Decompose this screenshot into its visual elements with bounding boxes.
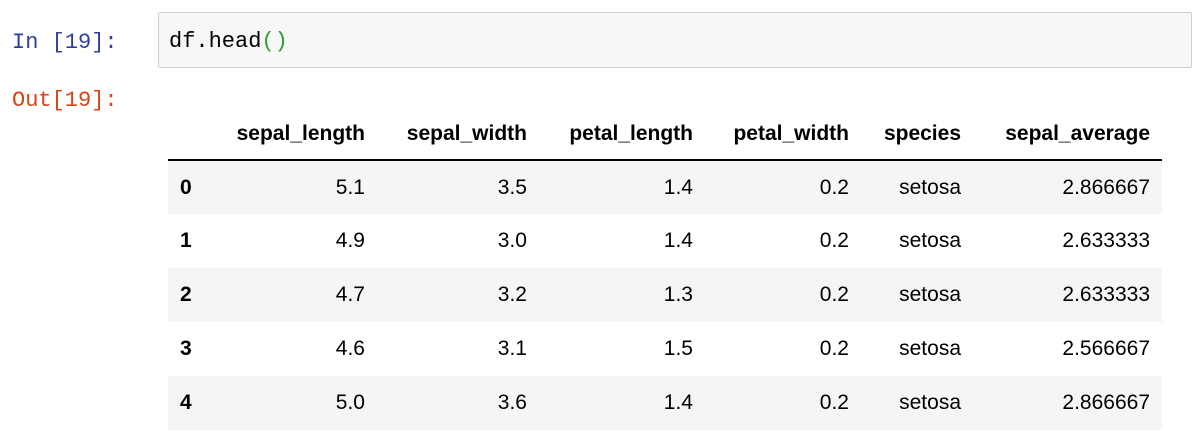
table-cell: 2.633333 [1062, 283, 1150, 306]
table-row: 0 5.1 3.5 1.4 0.2 setosa 2.866667 [168, 160, 1162, 214]
table-cell: 1.3 [663, 283, 693, 306]
table-cell: 2.566667 [1062, 337, 1150, 360]
table-cell: 4.7 [335, 283, 365, 306]
column-header: sepal_length [210, 108, 377, 161]
table-cell: 3.2 [497, 283, 527, 306]
table-cell: setosa [899, 337, 961, 360]
code-token: () [261, 29, 288, 54]
table-row: 1 4.9 3.0 1.4 0.2 setosa 2.633333 [168, 214, 1162, 268]
dataframe: sepal_length sepal_width petal_length petal… [168, 108, 1162, 430]
column-header: sepal_width [377, 108, 539, 161]
table-cell: 1.5 [663, 337, 693, 360]
code-cell[interactable]: df.head() [158, 12, 1192, 68]
row-index: 2 [180, 283, 192, 306]
table-cell: setosa [899, 175, 961, 199]
row-index: 0 [180, 175, 192, 199]
table-cell: setosa [899, 391, 961, 414]
table-cell: 2.633333 [1062, 229, 1150, 252]
table-row: 4 5.0 3.6 1.4 0.2 setosa 2.866667 [168, 376, 1162, 430]
code: df.head() [169, 29, 288, 54]
table-cell: 0.2 [819, 391, 849, 414]
column-header: sepal_average [973, 108, 1162, 161]
table-row: 3 4.6 3.1 1.5 0.2 setosa 2.566667 [168, 322, 1162, 376]
table-cell: 0.2 [819, 229, 849, 252]
table-cell: 4.9 [335, 229, 365, 252]
table-cell: 5.0 [335, 391, 365, 414]
row-index: 3 [180, 337, 192, 360]
table-cell: 0.2 [819, 175, 849, 199]
row-index: 4 [180, 391, 192, 414]
table-row: 2 4.7 3.2 1.3 0.2 setosa 2.633333 [168, 268, 1162, 322]
table-cell: 3.0 [497, 229, 527, 252]
table-cell: 0.2 [819, 337, 849, 360]
table-cell: 3.6 [497, 391, 527, 414]
column-header: petal_width [705, 108, 861, 161]
column-header: petal_length [539, 108, 705, 161]
row-index: 1 [180, 229, 192, 252]
column-header: species [861, 108, 973, 161]
table-cell: 4.6 [335, 337, 365, 360]
table-cell: setosa [899, 283, 961, 306]
code-token: df.head [169, 29, 262, 54]
table-cell: 3.1 [497, 337, 527, 360]
table-cell: 2.866667 [1062, 175, 1150, 199]
table-cell: setosa [899, 229, 961, 252]
corner-cell [168, 108, 210, 161]
output-prompt: Out[19]: [12, 88, 118, 113]
table-cell: 1.4 [663, 175, 693, 199]
table-cell: 1.4 [663, 229, 693, 252]
header-row: sepal_length sepal_width petal_length petal… [168, 108, 1162, 161]
table-cell: 3.5 [497, 175, 527, 199]
table-cell: 5.1 [335, 175, 365, 199]
table-cell: 0.2 [819, 283, 849, 306]
table-cell: 2.866667 [1062, 391, 1150, 414]
input-prompt: In [19]: [12, 30, 118, 55]
table-cell: 1.4 [663, 391, 693, 414]
